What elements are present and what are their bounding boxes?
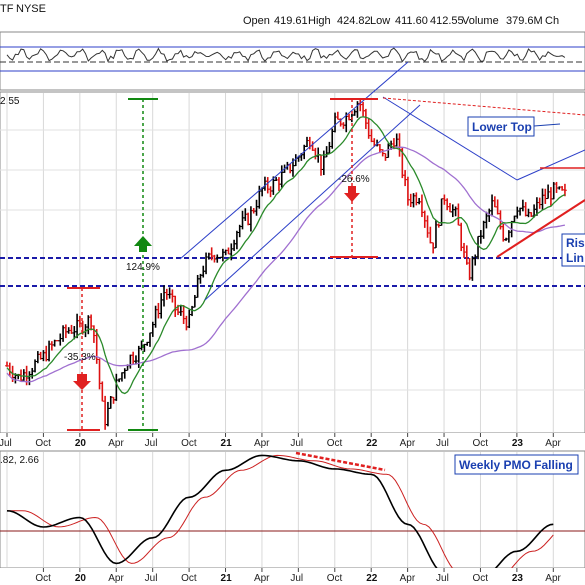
upper-axis-label: Apr: [108, 438, 124, 449]
lower-axis-label: Oct: [472, 573, 488, 584]
upper-axis-label: Apr: [545, 438, 561, 449]
gain-label: 124.9%: [126, 262, 160, 273]
drop1-arrow-icon: [73, 374, 91, 390]
upper-axis-label: Jul: [0, 438, 12, 449]
trend-channel-lower: [204, 104, 421, 301]
rising-bottom-line: [496, 199, 585, 258]
upper-axis-label: Apr: [400, 438, 416, 449]
lower-top-label: Lower Top: [472, 120, 532, 134]
upper-axis-label: Apr: [254, 438, 270, 449]
lower-time-axis: [0, 568, 585, 585]
lower-axis-label: Oct: [327, 573, 343, 584]
low-value: 411.60: [395, 15, 428, 27]
lower-axis-label: 20: [75, 573, 87, 584]
low-label: Low: [370, 15, 390, 27]
ticker-label: TF: [0, 3, 14, 15]
gain-arrow-icon: [134, 236, 152, 252]
gridlines: [0, 93, 585, 432]
upper-time-axis: [0, 433, 585, 451]
lower-axis-label: Jul: [145, 573, 158, 584]
pmo-falling-trend: [295, 451, 386, 472]
fast-moving-average: [6, 116, 566, 395]
high-value: 424.82: [337, 15, 371, 27]
rising-line-label-1: Risi: [566, 236, 585, 250]
price-panel-edge-label: 2.55: [0, 96, 20, 107]
high-label: High: [308, 15, 331, 27]
upper-axis-label: Jul: [145, 438, 158, 449]
rising-top-line: [516, 149, 585, 181]
trend-channel-upper: [179, 61, 409, 260]
lower-axis-label: 21: [221, 573, 233, 584]
lower-axis-label: Oct: [181, 573, 197, 584]
upper-axis-label: Jul: [436, 438, 449, 449]
upper-axis-label: 22: [366, 438, 378, 449]
exchange-label: NYSE: [16, 3, 46, 15]
top-indicator-panel: [0, 31, 585, 91]
header-bar: [0, 0, 585, 32]
lower-axis-label: Apr: [400, 573, 416, 584]
lower-axis-label: Apr: [108, 573, 124, 584]
drop1-label: -35.3%: [64, 352, 96, 363]
lower-top-line: [382, 96, 518, 181]
upper-axis-label: Oct: [35, 438, 51, 449]
open-label: Open: [243, 15, 270, 27]
upper-axis-label: Jul: [290, 438, 303, 449]
lower-axis-label: Oct: [35, 573, 51, 584]
rising-line-box: [561, 233, 585, 267]
pmo-annotation-box: [454, 454, 579, 475]
price-panel: [0, 91, 585, 434]
lower-top-pointer: [533, 123, 561, 127]
drop2-arrow-icon: [344, 186, 360, 202]
lower-axis-label: 23: [512, 573, 524, 584]
close-value: 412.55: [430, 15, 464, 27]
rising-line-label-2: Lin: [566, 251, 584, 265]
pmo-values-text: .82, 2.66: [0, 455, 39, 466]
change-label-cut: Ch: [545, 15, 559, 27]
pmo-gridlines: [6, 452, 554, 567]
pmo-annotation-label: Weekly PMO Falling: [459, 458, 573, 472]
upper-axis-label: 23: [512, 438, 524, 449]
upper-axis-label: Oct: [327, 438, 343, 449]
lower-axis-label: Jul: [436, 573, 449, 584]
top-indicator-line: [6, 47, 566, 63]
upper-axis-label: Oct: [472, 438, 488, 449]
red-dotted-resistance: [382, 97, 585, 116]
upper-axis-label: 20: [75, 438, 87, 449]
open-value: 419.61: [274, 15, 308, 27]
lower-axis-ticks: Oct 20 Apr Jul Oct 21 Apr Jul Oct 22 Apr Jul Oct 23 Ap…: [35, 568, 562, 584]
lower-axis-label: Apr: [545, 573, 561, 584]
price-bars: [5, 99, 567, 430]
drop2-label: -26.6%: [338, 174, 370, 185]
upper-axis-ticks: Jul Oct 20 Apr Jul Oct 21 Apr Jul Oct 22 Apr Jul Oct 2…: [0, 433, 562, 449]
lower-axis-label: 22: [366, 573, 378, 584]
slow-moving-average: [6, 146, 566, 383]
lower-axis-label: Jul: [290, 573, 303, 584]
lower-axis-label: Apr: [254, 573, 270, 584]
upper-axis-label: 21: [221, 438, 233, 449]
volume-value: 379.6M: [506, 15, 543, 27]
upper-axis-label: Oct: [181, 438, 197, 449]
lower-top-box: [467, 116, 535, 137]
volume-label: Volume: [462, 15, 499, 27]
